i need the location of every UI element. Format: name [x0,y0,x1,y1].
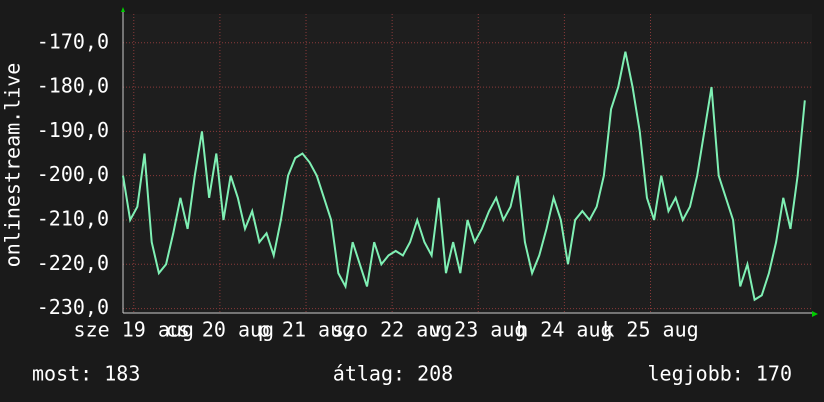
data-line [122,51,806,302]
y-tick-label: -220,0 [37,251,109,275]
y-tick-label: -180,0 [37,74,109,98]
plot-area [123,14,812,313]
y-arrow [121,7,125,12]
x-tick-label: cs 20 aug [166,318,274,342]
x-tick-label: sze 19 aug [74,318,194,342]
y-axis-label: onlinestream.live [1,63,25,268]
footer-current: most: 183 [32,362,140,386]
x-tick-label: h 24 aug [516,318,612,342]
footer-best: legjobb: 170 [648,362,793,386]
y-tick-label: -230,0 [37,295,109,319]
y-tick-label: -210,0 [37,206,109,230]
x-tick-label: p 21 aug [258,318,354,342]
y-tick-label: -190,0 [37,118,109,142]
x-tick-label: v 23 aug [430,318,526,342]
footer-average: átlag: 208 [333,362,453,386]
y-tick-label: -200,0 [37,162,109,186]
x-arrow [812,311,818,317]
x-tick-label: k 25 aug [602,318,698,342]
x-tick-label: szo 22 aug [332,318,452,342]
y-tick-label: -170,0 [37,29,109,53]
